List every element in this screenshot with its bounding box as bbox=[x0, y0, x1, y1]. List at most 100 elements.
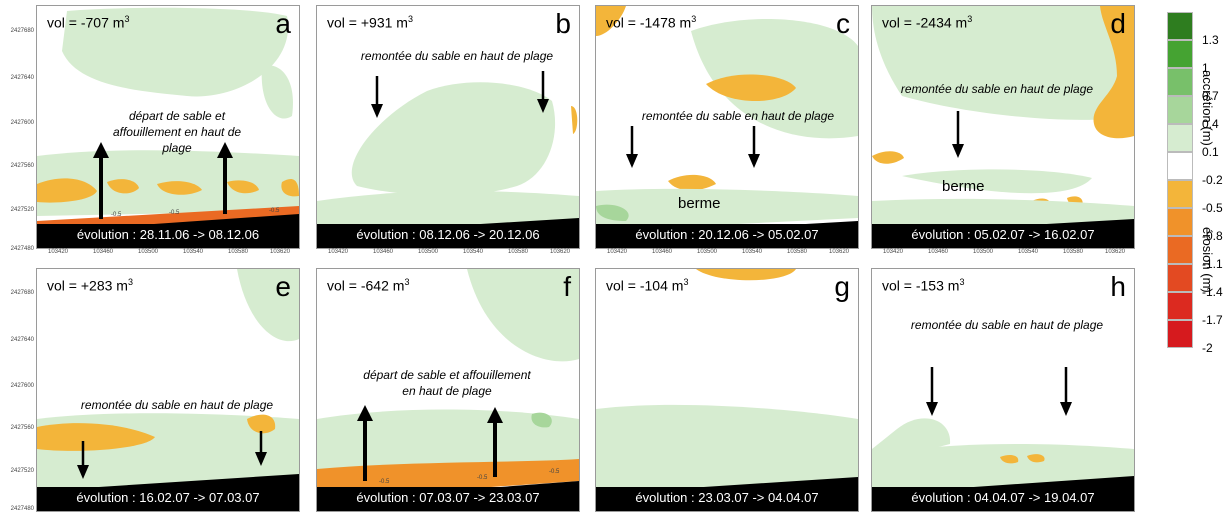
accretion-axis-label: accrétion (m) bbox=[1200, 70, 1215, 146]
volume-label: vol = +283 m3 bbox=[47, 277, 133, 294]
colorbar-cell bbox=[1167, 264, 1193, 292]
arrow-down-head bbox=[537, 99, 549, 113]
volume-label: vol = -153 m3 bbox=[882, 277, 965, 294]
y-tick: 2427640 bbox=[10, 75, 34, 81]
accretion-zone bbox=[872, 444, 1134, 494]
contour-label: -0.5 bbox=[269, 208, 280, 214]
panel-letter: f bbox=[563, 271, 571, 302]
colorbar-cell bbox=[1167, 180, 1193, 208]
accretion-zone bbox=[261, 65, 293, 119]
annotation: remontée du sable en haut de plage bbox=[900, 82, 1094, 96]
period-label: évolution : 08.12.06 -> 20.12.06 bbox=[317, 224, 579, 246]
x-tick: 103540 bbox=[183, 249, 204, 255]
x-tick: 103580 bbox=[787, 249, 808, 255]
colorbar-cell bbox=[1167, 68, 1193, 96]
arrow-down-head bbox=[952, 144, 964, 158]
colorbar-tick: 0.1 bbox=[1202, 145, 1219, 159]
erosion-zone bbox=[1093, 6, 1134, 139]
y-tick: 2427680 bbox=[10, 290, 34, 296]
arrow-down-head bbox=[1060, 402, 1072, 416]
arrow-down-head bbox=[626, 154, 638, 168]
accretion-zone bbox=[531, 412, 552, 428]
x-tick: 103500 bbox=[697, 249, 718, 255]
x-tick: 103540 bbox=[742, 249, 763, 255]
colorbar-cell bbox=[1167, 40, 1193, 68]
arrow-down-head bbox=[926, 402, 938, 416]
map-g bbox=[596, 269, 858, 511]
arrow-down-head bbox=[255, 452, 267, 466]
x-tick: 103420 bbox=[48, 249, 69, 255]
x-tick: 103420 bbox=[883, 249, 904, 255]
y-tick: 2427680 bbox=[10, 28, 34, 34]
colorbar-cell bbox=[1167, 152, 1193, 180]
erosion-zone bbox=[37, 423, 155, 451]
x-tick: 103420 bbox=[328, 249, 349, 255]
map-h bbox=[872, 367, 1134, 511]
erosion-axis-label: érosion (m) bbox=[1200, 227, 1215, 293]
arrow-down-head bbox=[77, 465, 89, 479]
contour-label: -0.5 bbox=[549, 469, 560, 475]
colorbar-tick: 1 bbox=[1202, 61, 1209, 75]
arrow-down-head bbox=[371, 104, 383, 118]
erosion-zone bbox=[668, 174, 716, 191]
erosion-zone bbox=[1027, 454, 1045, 463]
panel-letter: e bbox=[275, 271, 291, 302]
x-tick: 103540 bbox=[1018, 249, 1039, 255]
panel-a: vol = -707 m3 a départ de sable et affou… bbox=[36, 5, 300, 249]
annotation: remontée du sable en haut de plage bbox=[80, 398, 274, 412]
x-tick: 103460 bbox=[928, 249, 949, 255]
contour-label: -0.5 bbox=[111, 212, 122, 218]
period-label: évolution : 04.04.07 -> 19.04.07 bbox=[872, 487, 1134, 509]
colorbar-tick: 0.7 bbox=[1202, 89, 1219, 103]
panel-letter: c bbox=[836, 8, 850, 39]
x-tick: 103580 bbox=[508, 249, 529, 255]
x-tick: 103580 bbox=[228, 249, 249, 255]
x-tick: 103460 bbox=[652, 249, 673, 255]
annotation: départ de sable et affouillement en haut… bbox=[112, 109, 242, 155]
berme-label: berme bbox=[678, 195, 721, 212]
x-tick: 103620 bbox=[270, 249, 291, 255]
panel-f: vol = -642 m3 f départ de sable et affou… bbox=[316, 268, 580, 512]
y-tick: 2427600 bbox=[10, 120, 34, 126]
panel-h: vol = -153 m3 h remontée du sable en hau… bbox=[871, 268, 1135, 512]
annotation: départ de sable et affouillement en haut… bbox=[363, 368, 531, 398]
erosion-zone bbox=[157, 181, 202, 195]
y-tick: 2427480 bbox=[10, 246, 34, 252]
x-tick: 103420 bbox=[607, 249, 628, 255]
erosion-zone bbox=[37, 178, 97, 203]
panel-letter: b bbox=[555, 8, 571, 39]
colorbar-tick: -1.4 bbox=[1202, 285, 1223, 299]
panel-letter: d bbox=[1110, 8, 1126, 39]
colorbar-tick: 0.4 bbox=[1202, 117, 1219, 131]
volume-label: vol = -642 m3 bbox=[327, 277, 410, 294]
volume-label: vol = -2434 m3 bbox=[882, 14, 973, 31]
panel-letter: a bbox=[275, 8, 291, 39]
y-tick: 2427520 bbox=[10, 207, 34, 213]
arrow-up-head bbox=[487, 407, 503, 423]
colorbar-tick: -0.2 bbox=[1202, 173, 1223, 187]
y-tick: 2427600 bbox=[10, 383, 34, 389]
erosion-zone bbox=[706, 74, 796, 102]
erosion-zone bbox=[247, 414, 276, 434]
volume-label: vol = +931 m3 bbox=[327, 14, 413, 31]
erosion-zone bbox=[1000, 454, 1019, 464]
colorbar-cell bbox=[1167, 292, 1193, 320]
accretion-zone bbox=[62, 7, 289, 97]
x-tick: 103460 bbox=[373, 249, 394, 255]
colorbar-tick: -0.8 bbox=[1202, 229, 1223, 243]
y-tick: 2427520 bbox=[10, 468, 34, 474]
map-c bbox=[596, 6, 858, 248]
x-tick: 103620 bbox=[550, 249, 571, 255]
accretion-zone bbox=[872, 6, 1134, 120]
arrow-up-head bbox=[93, 142, 109, 158]
colorbar-tick: 1.3 bbox=[1202, 33, 1219, 47]
annotation: remontée du sable en haut de plage bbox=[910, 318, 1104, 332]
x-tick: 103580 bbox=[1063, 249, 1084, 255]
colorbar-cell bbox=[1167, 236, 1193, 264]
volume-label: vol = -707 m3 bbox=[47, 14, 130, 31]
period-label: évolution : 20.12.06 -> 05.02.07 bbox=[596, 224, 858, 246]
map-a bbox=[37, 7, 299, 248]
colorbar-tick: -0.5 bbox=[1202, 201, 1223, 215]
x-tick: 103620 bbox=[829, 249, 850, 255]
x-tick: 103620 bbox=[1105, 249, 1126, 255]
